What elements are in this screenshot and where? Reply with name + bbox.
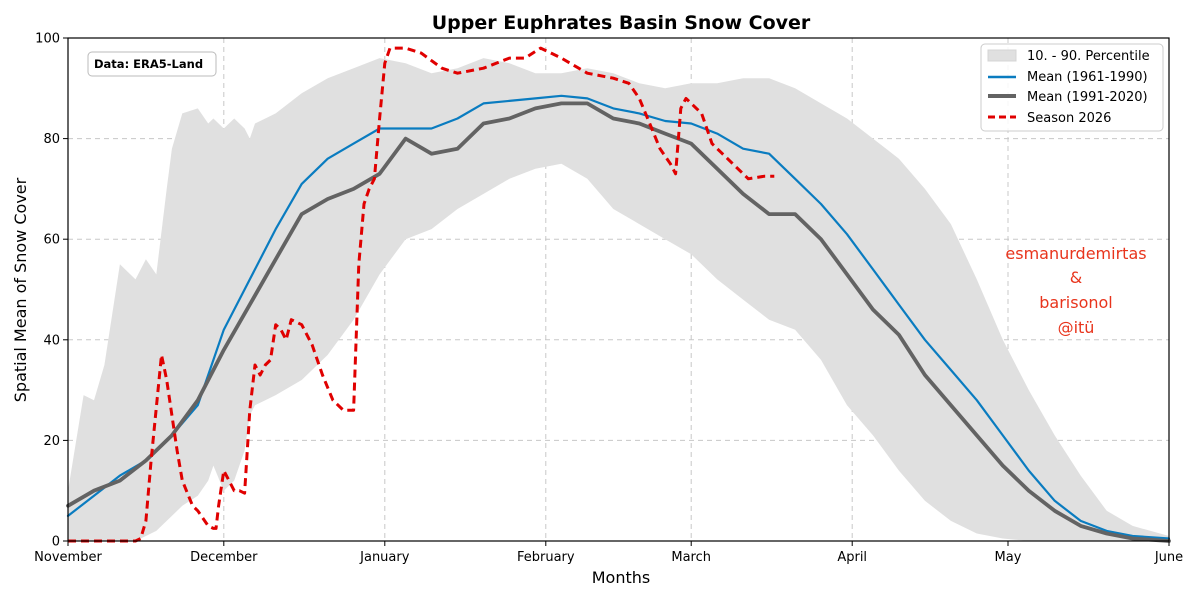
x-tick-label: April [837,550,867,565]
y-tick-label: 20 [43,434,60,449]
y-axis-ticks: 0 20 40 60 80 100 [35,32,68,550]
legend: 10. - 90. Percentile Mean (1961-1990) Me… [980,43,1164,132]
source-text: Data: ERA5-Land [94,57,203,71]
y-tick-label: 80 [43,132,60,147]
credit-line-3: barisonol [1039,293,1112,312]
y-tick-label: 40 [43,333,60,348]
x-tick-label: November [34,550,102,565]
plot-frame [67,37,1170,542]
source-box-frame [87,51,217,77]
series-layer [66,46,1171,543]
series-line-mean-1991-2020 [66,101,1171,543]
legend-label-mean-1991-2020: Mean (1991-2020) [1027,90,1148,105]
percentile-band [68,58,1169,541]
legend-label-mean-1961-1990: Mean (1961-1990) [1027,70,1148,85]
x-axis-ticks: November December January February March Apri… [34,541,1183,565]
credit-line-1: esmanurdemirtas [1005,244,1146,263]
x-tick-label: June [1154,550,1183,565]
percentile-band-layer [68,58,1169,541]
y-tick-label: 100 [35,32,60,47]
series-line-mean-1961-1990 [66,94,1171,540]
credit-block: esmanurdemirtas & barisonol @itü [1005,244,1146,337]
x-axis-label: Months [592,568,650,587]
y-tick-label: 60 [43,233,60,248]
credit-line-4: @itü [1058,318,1095,337]
x-tick-label: February [517,550,575,565]
y-tick-label: 0 [52,535,60,550]
legend-label-season-2026: Season 2026 [1027,111,1111,126]
x-tick-label: January [359,550,410,565]
source-box: Data: ERA5-Land [87,51,217,77]
credit-line-2: & [1070,268,1082,287]
x-tick-label: May [995,550,1022,565]
chart-title: Upper Euphrates Basin Snow Cover [432,12,811,34]
legend-frame [980,43,1164,132]
x-tick-label: March [671,550,711,565]
y-axis-label: Spatial Mean of Snow Cover [11,177,30,402]
legend-swatch-band [987,49,1017,62]
x-tick-label: December [190,550,258,565]
series-line-season-2026 [68,46,775,543]
legend-label-band: 10. - 90. Percentile [1027,49,1150,64]
